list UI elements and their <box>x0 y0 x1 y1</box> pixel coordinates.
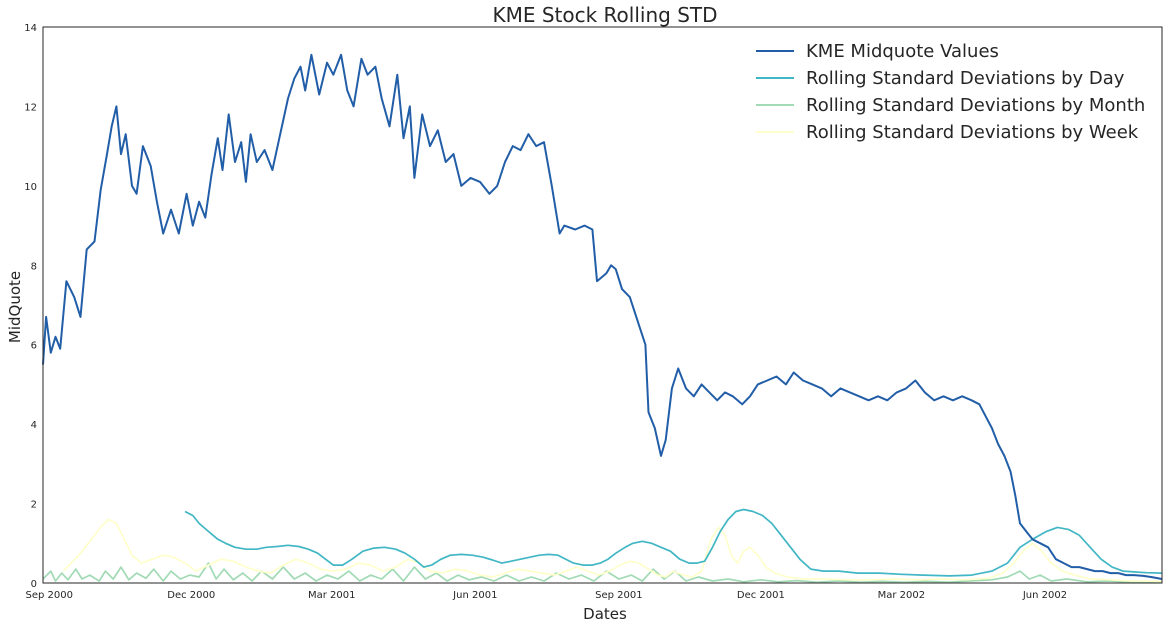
series-layer <box>42 53 1163 584</box>
y-tick-label: 8 <box>31 261 37 272</box>
y-axis-ticks: 0 2 4 6 8 10 12 14 <box>24 23 37 590</box>
legend: KME Midquote Values Rolling Standard Devi… <box>756 41 1145 143</box>
x-tick-label: Dec 2001 <box>737 590 785 601</box>
chart-title: KME Stock Rolling STD <box>492 3 717 27</box>
y-axis-label: MidQuote <box>6 271 24 343</box>
y-tick-label: 12 <box>24 102 37 113</box>
y-tick-label: 10 <box>24 182 37 193</box>
series-line-0 <box>42 53 1163 580</box>
x-axis-label: Dates <box>583 605 627 623</box>
x-tick-label: Sep 2000 <box>26 590 73 601</box>
x-tick-label: Mar 2002 <box>878 590 926 601</box>
y-tick-label: 14 <box>24 23 37 34</box>
plot-area <box>42 26 1163 584</box>
x-tick-label: Mar 2001 <box>308 590 356 601</box>
series-line-1 <box>184 508 1163 577</box>
legend-label: KME Midquote Values <box>806 41 999 62</box>
x-tick-label: Jun 2002 <box>1022 590 1067 601</box>
y-tick-label: 6 <box>31 341 37 352</box>
y-tick-label: 0 <box>31 579 37 590</box>
x-tick-label: Dec 2000 <box>167 590 215 601</box>
series-line-3 <box>62 518 1163 583</box>
x-axis-ticks: Sep 2000 Dec 2000 Mar 2001 Jun 2001 Sep 2001… <box>26 590 1068 601</box>
legend-label: Rolling Standard Deviations by Month <box>806 95 1145 116</box>
y-tick-label: 2 <box>31 500 37 511</box>
y-tick-label: 4 <box>31 420 37 431</box>
x-tick-label: Jun 2001 <box>452 590 497 601</box>
legend-label: Rolling Standard Deviations by Week <box>806 122 1139 143</box>
legend-label: Rolling Standard Deviations by Day <box>806 68 1125 89</box>
plot-frame <box>42 26 1163 584</box>
series-line-2 <box>42 562 1162 584</box>
x-tick-label: Sep 2001 <box>595 590 642 601</box>
